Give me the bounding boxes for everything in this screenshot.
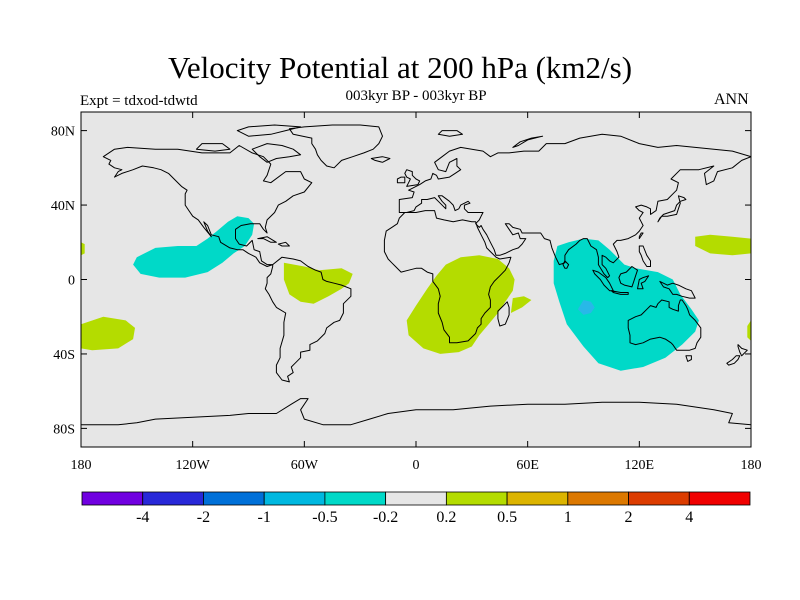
lon-tick-label: 120W	[176, 458, 211, 473]
colorbar-segment	[81, 491, 144, 506]
lon-tick-label: 120E	[625, 458, 655, 473]
coastline-sulawesi	[637, 275, 650, 290]
region-dateline-west-edge-positive	[81, 242, 85, 256]
region-south-america-positive	[283, 262, 353, 304]
coastlines	[81, 124, 751, 426]
colorbar-segment	[324, 491, 387, 506]
colorbar-segment	[628, 491, 690, 506]
coastline-philippines	[638, 245, 651, 267]
coastline-nz-north	[737, 344, 748, 357]
colorbar-segment	[263, 491, 326, 506]
coastline-sri-lanka	[562, 260, 570, 269]
coastline-ellesmere	[236, 124, 302, 137]
region-north-pacific-west-positive	[695, 234, 751, 256]
colorbar-segment	[567, 491, 629, 506]
lat-tick-label: 0	[68, 274, 75, 289]
colorbar-segment	[506, 491, 569, 506]
region-east-pacific-negative	[133, 216, 255, 278]
colorbar-label: -2	[197, 509, 210, 526]
coastline-hispaniola	[277, 241, 290, 247]
lon-tick-label: 180	[741, 458, 762, 473]
coastline-java	[610, 290, 629, 295]
region-maritime-core-negative	[577, 300, 595, 315]
colorbar-segment	[445, 491, 508, 506]
coastline-new-guinea	[659, 280, 696, 299]
colorbar-label: 0.5	[497, 509, 517, 526]
coastline-novaya-zemlya	[512, 135, 544, 148]
experiment-label: Expt = tdxod-tdwtd	[80, 93, 198, 109]
coastline-borneo	[618, 266, 638, 288]
colorbar-label: 1	[564, 509, 572, 526]
coastline-baffin	[251, 143, 302, 163]
lat-tick-label: 40N	[51, 199, 75, 214]
colorbar-segment	[385, 491, 447, 506]
page-title: Velocity Potential at 200 hPa (km2/s)	[167, 50, 633, 85]
lat-tick-label: 80N	[51, 125, 75, 140]
colorbar-label: 4	[685, 509, 693, 526]
lon-tick-label: 0	[413, 458, 420, 473]
subtitle: 003kyr BP - 003kyr BP	[345, 88, 487, 104]
region-africa-east-positive	[510, 296, 532, 313]
colorbar-label: -0.5	[312, 509, 337, 526]
coastline-cuba	[257, 236, 277, 243]
colorbar-segment	[142, 491, 204, 506]
colorbar-label: -0.2	[373, 509, 398, 526]
coastline-north-america	[102, 145, 313, 267]
region-south-pacific-positive	[81, 316, 135, 351]
coastline-africa	[383, 210, 512, 344]
colorbar-label: 0.2	[436, 509, 456, 526]
colorbar-label: -4	[136, 509, 149, 526]
season-label: ANN	[714, 91, 749, 108]
coastline-great-britain	[404, 169, 421, 187]
coastline-svalbard	[437, 130, 463, 137]
colorbar-segment	[688, 491, 751, 506]
coastline-iceland	[370, 156, 391, 163]
region-dateline-south-edge-positive	[747, 320, 751, 341]
colorbar-segment	[203, 491, 265, 506]
coastline-antarctica	[81, 398, 751, 426]
lon-tick-label: 60E	[516, 458, 539, 473]
coastline-eurasia	[398, 133, 751, 279]
coastline-south-america	[264, 256, 352, 383]
colorbar-label: 2	[625, 509, 633, 526]
coastline-tasmania	[685, 355, 692, 362]
coastline-taiwan	[638, 232, 644, 240]
map-axes: 80N 40N 0 40S 80S 180 120W 60W 0 60E 120E 180	[51, 112, 762, 473]
coastline-greenland	[288, 124, 383, 169]
region-africa-positive	[406, 255, 515, 354]
coastline-japan	[657, 195, 687, 223]
coastline-nz-south	[726, 355, 741, 366]
colorbar-label: -1	[258, 509, 271, 526]
lon-tick-label: 60W	[291, 458, 319, 473]
lat-tick-label: 40S	[53, 348, 75, 363]
coastline-madagascar	[497, 301, 510, 327]
coastline-ireland	[396, 176, 406, 184]
coastline-victoria-island	[195, 143, 231, 152]
colorbar: -4 -2 -1 -0.5 -0.2 0.2 0.5 1 2 4	[81, 491, 751, 526]
lon-tick-label: 180	[71, 458, 92, 473]
coastline-australia	[627, 299, 702, 351]
lat-tick-label: 80S	[53, 422, 75, 437]
